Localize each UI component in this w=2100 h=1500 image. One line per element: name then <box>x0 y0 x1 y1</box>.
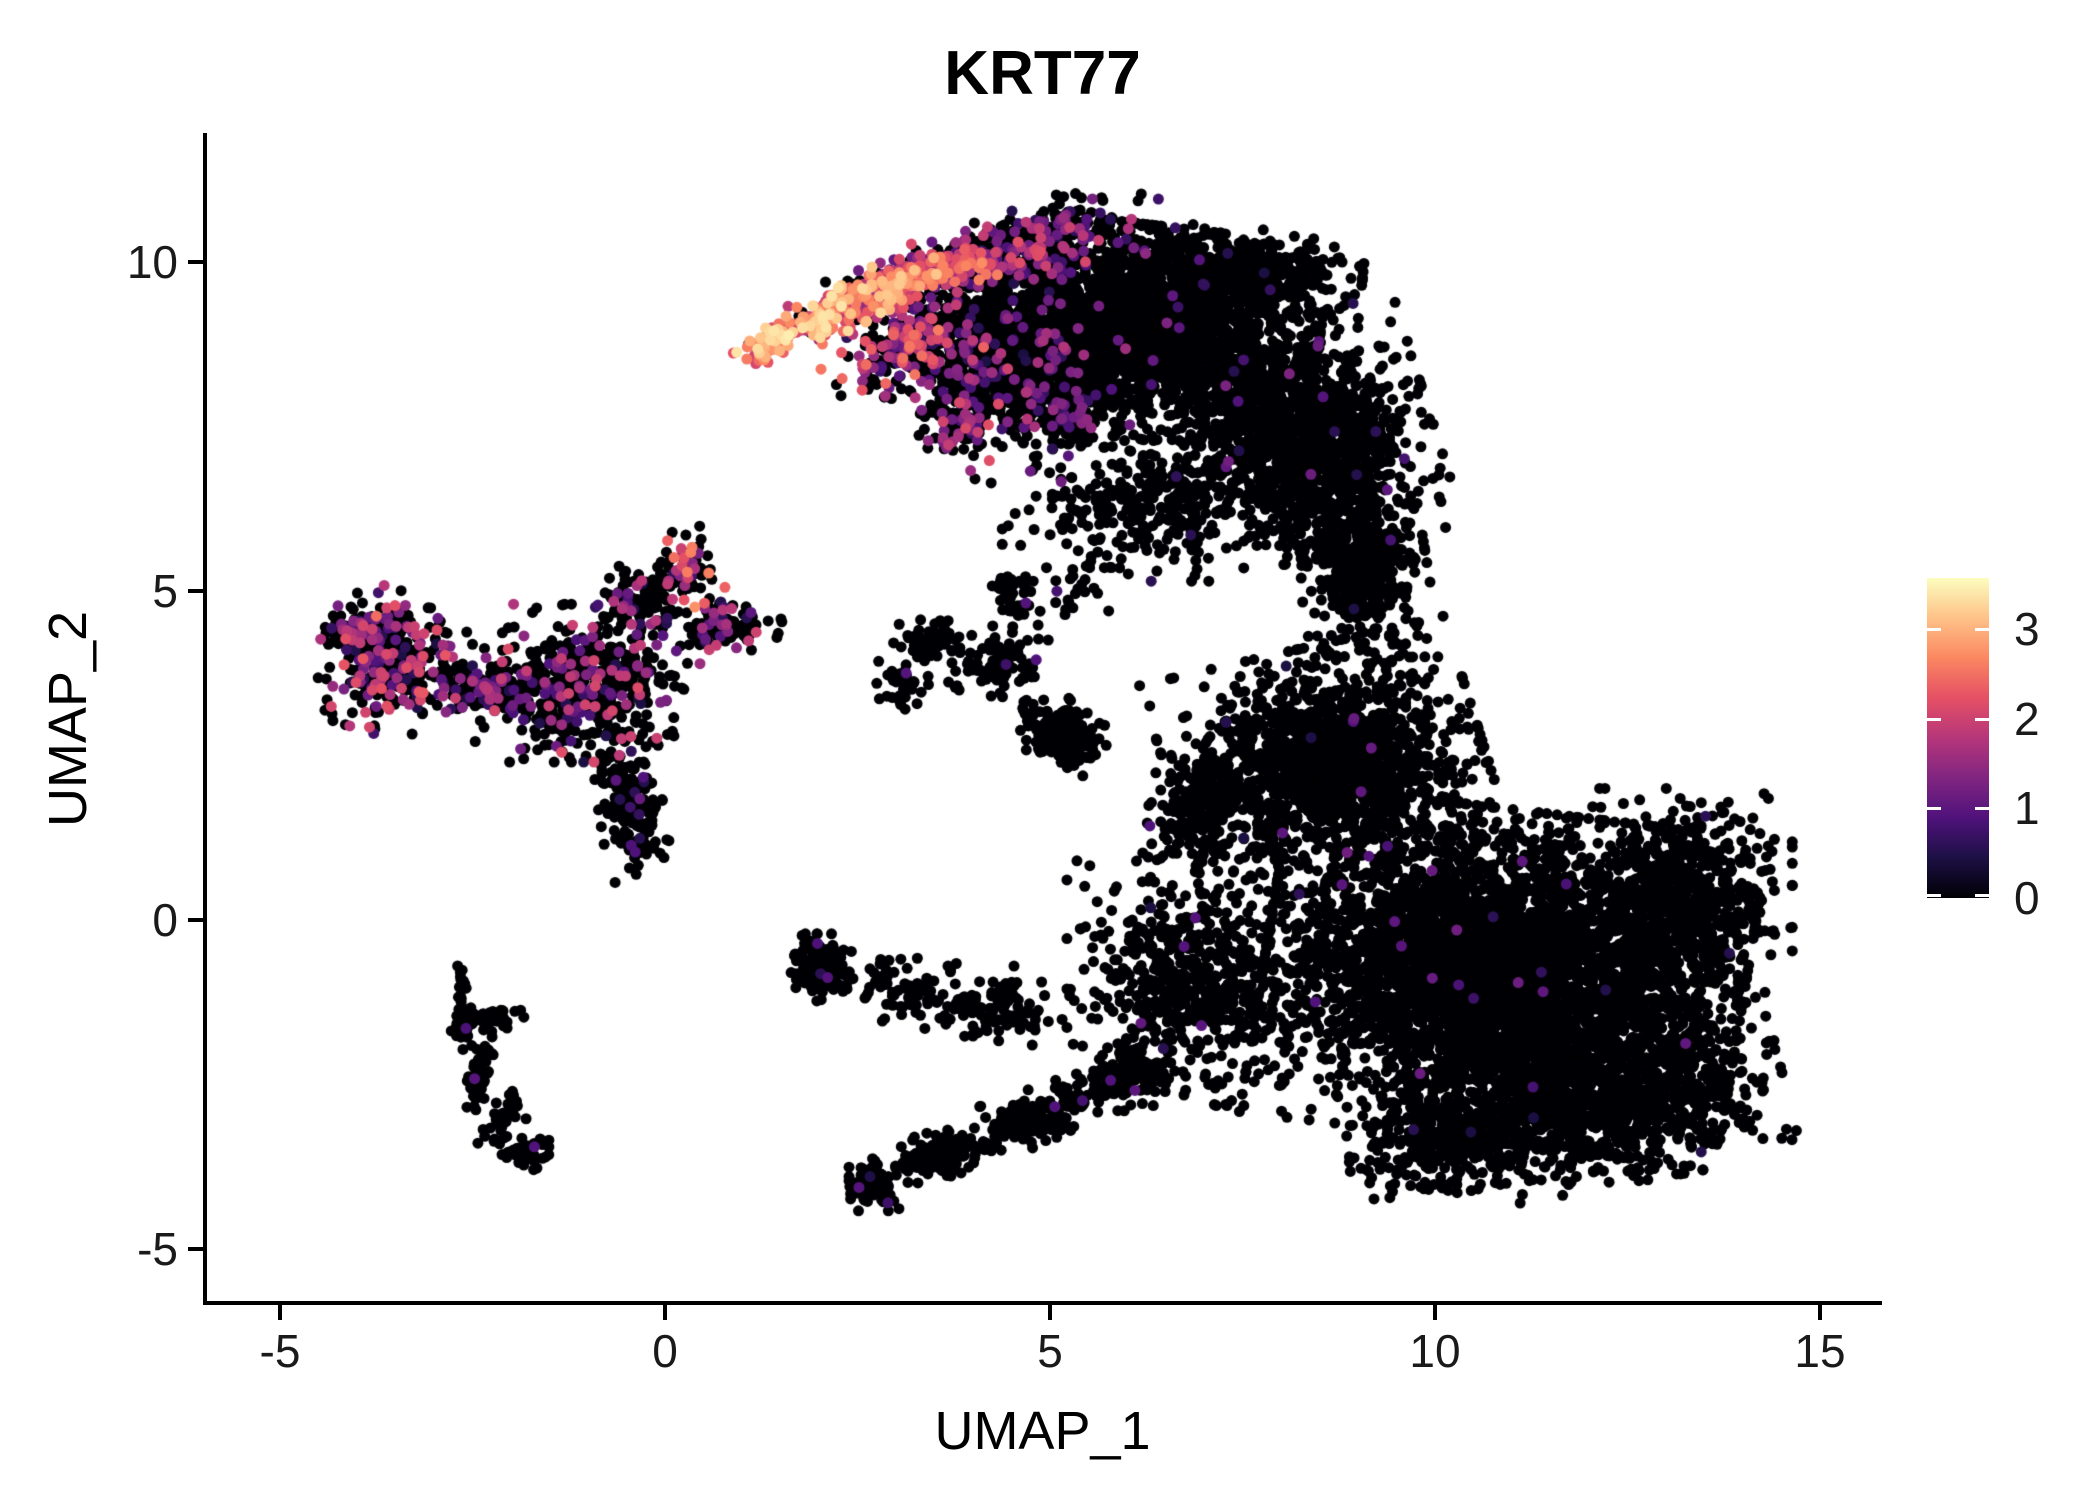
colorbar-tick-label: 1 <box>2014 782 2040 835</box>
colorbar-gradient <box>1927 578 1989 898</box>
y-tick-label: 0 <box>152 894 178 946</box>
y-tick-mark <box>188 589 203 593</box>
x-tick-mark <box>1433 1305 1437 1320</box>
x-tick-label: 5 <box>1037 1325 1063 1377</box>
x-tick-label: 15 <box>1794 1325 1846 1377</box>
colorbar <box>1927 578 1989 898</box>
plot-title: KRT77 <box>944 39 1141 108</box>
colorbar-tick-mark <box>1927 628 1941 632</box>
colorbar-tick-mark <box>1927 807 1941 811</box>
colorbar-tick-label: 0 <box>2014 872 2040 924</box>
colorbar-tick-mark <box>1927 894 1941 897</box>
y-axis-line <box>203 133 207 1305</box>
x-tick-mark <box>663 1305 667 1320</box>
x-tick-mark <box>1048 1305 1052 1320</box>
y-axis-title: UMAP_2 <box>38 610 98 828</box>
x-tick-mark <box>278 1305 282 1320</box>
colorbar-tick-mark <box>1975 807 1989 811</box>
x-axis-line <box>203 1301 1882 1305</box>
y-tick-mark <box>188 1247 203 1251</box>
x-tick-mark <box>1818 1305 1822 1320</box>
colorbar-tick-mark <box>1975 628 1989 632</box>
y-tick-label: 5 <box>152 565 178 617</box>
y-tick-mark <box>188 918 203 922</box>
colorbar-tick-mark <box>1927 717 1941 721</box>
colorbar-tick-label: 2 <box>2014 692 2040 745</box>
x-tick-label: 10 <box>1409 1325 1461 1377</box>
y-tick-label: -5 <box>137 1223 178 1275</box>
x-axis-title: UMAP_1 <box>934 1401 1151 1461</box>
x-tick-label: 0 <box>652 1325 678 1377</box>
colorbar-tick-mark <box>1975 717 1989 721</box>
y-tick-mark <box>188 260 203 264</box>
x-tick-label: -5 <box>259 1325 301 1377</box>
colorbar-tick-label: 3 <box>2014 603 2040 656</box>
y-tick-label: 10 <box>126 236 178 288</box>
colorbar-tick-mark <box>1975 894 1989 897</box>
